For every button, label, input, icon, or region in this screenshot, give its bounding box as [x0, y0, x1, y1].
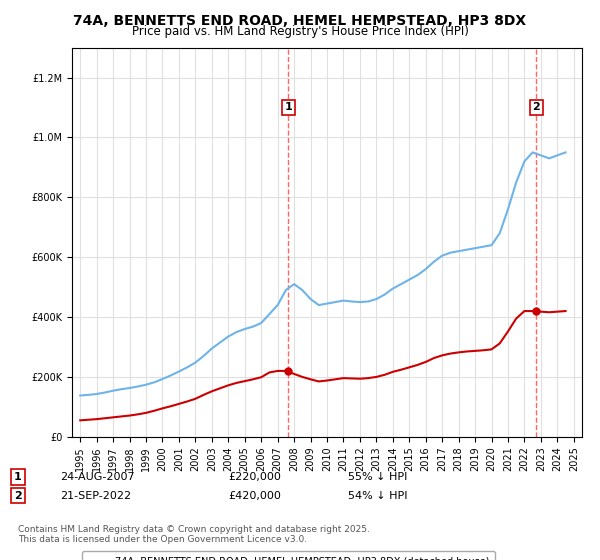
Text: Price paid vs. HM Land Registry's House Price Index (HPI): Price paid vs. HM Land Registry's House …: [131, 25, 469, 38]
Text: 1: 1: [14, 472, 22, 482]
Text: Contains HM Land Registry data © Crown copyright and database right 2025.
This d: Contains HM Land Registry data © Crown c…: [18, 525, 370, 544]
Text: 21-SEP-2022: 21-SEP-2022: [60, 491, 131, 501]
Text: 1: 1: [284, 102, 292, 113]
Text: £420,000: £420,000: [228, 491, 281, 501]
Text: 55% ↓ HPI: 55% ↓ HPI: [348, 472, 407, 482]
Text: 2: 2: [14, 491, 22, 501]
Text: 74A, BENNETTS END ROAD, HEMEL HEMPSTEAD, HP3 8DX: 74A, BENNETTS END ROAD, HEMEL HEMPSTEAD,…: [73, 14, 527, 28]
Legend: 74A, BENNETTS END ROAD, HEMEL HEMPSTEAD, HP3 8DX (detached house), HPI: Average : 74A, BENNETTS END ROAD, HEMEL HEMPSTEAD,…: [82, 550, 496, 560]
Text: 54% ↓ HPI: 54% ↓ HPI: [348, 491, 407, 501]
Text: 24-AUG-2007: 24-AUG-2007: [60, 472, 134, 482]
Text: 2: 2: [532, 102, 540, 113]
Text: £220,000: £220,000: [228, 472, 281, 482]
